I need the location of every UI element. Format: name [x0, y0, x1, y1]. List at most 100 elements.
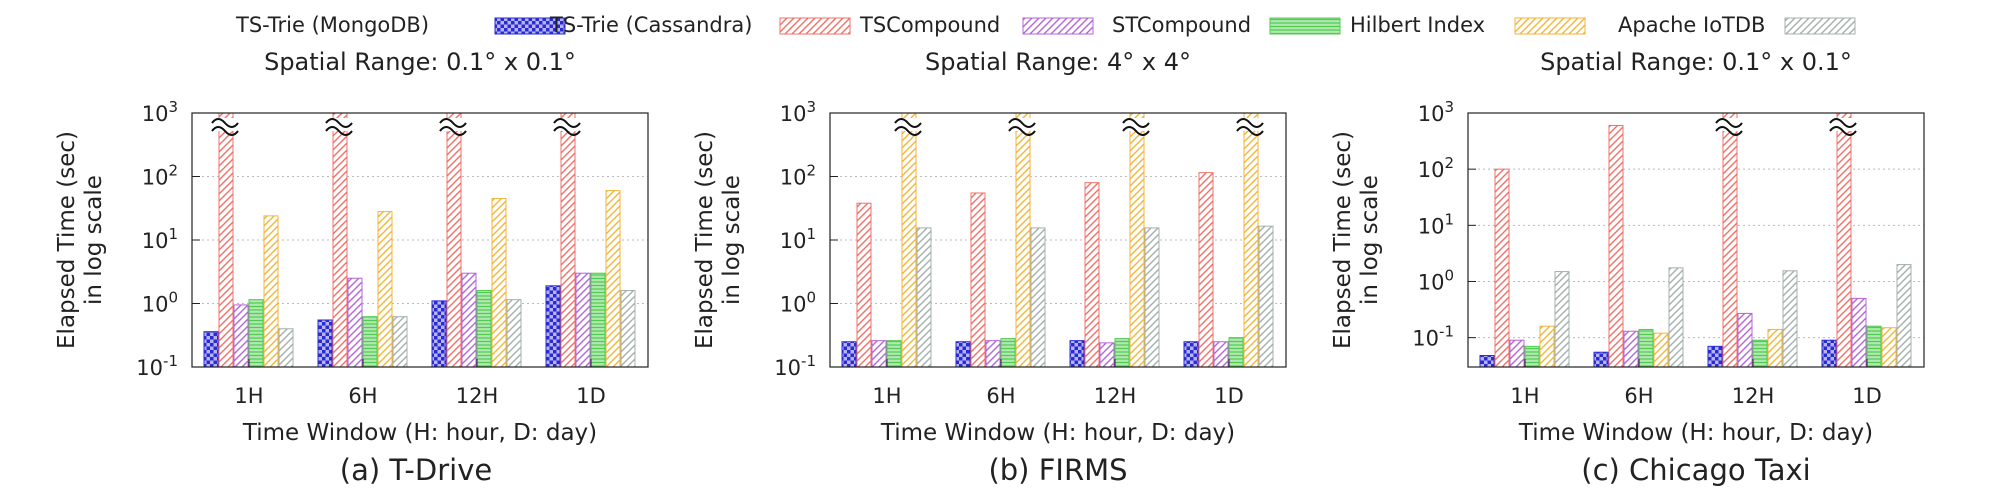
legend-swatch-apache-iotdb: [1784, 17, 1856, 35]
bar-ts-trie-mongodb-6H: [955, 341, 971, 368]
legend-label-stcompound: STCompound: [1112, 13, 1251, 37]
bar-tscompound-1H: [233, 304, 249, 368]
chart-panel-2: Spatial Range: 4° x 4° 10-1 100 101 102 103 1H…: [692, 48, 1287, 487]
bar-apache-iotdb-1H: [278, 328, 294, 368]
bar-tscompound-1D: [1851, 297, 1867, 368]
bar-stcompound-1D: [1228, 337, 1244, 368]
x-tick-label: 12H: [1094, 384, 1137, 408]
y-tick-label: 103: [142, 98, 178, 126]
bar-stcompound-12H: [1114, 338, 1130, 368]
y-tick-label: 10-1: [774, 352, 816, 380]
bar-stcompound-1H: [886, 340, 902, 368]
x-tick-label: 1H: [234, 384, 263, 408]
bar-ts-trie-mongodb-6H: [1593, 351, 1609, 368]
bar-ts-trie-cassandra-1D: [560, 112, 576, 368]
legend-swatch-tscompound: [1022, 17, 1094, 35]
legend-swatch-stcompound: [1269, 17, 1341, 35]
bar-ts-trie-cassandra-6H: [970, 192, 986, 368]
axis-break-mark: [1236, 118, 1264, 128]
y-tick-label: 10-1: [136, 352, 178, 380]
x-tick-label: 6H: [1624, 384, 1653, 408]
axis-break-mark: [439, 118, 467, 128]
axis-break-mark: [1236, 126, 1264, 136]
legend: TS-Trie (MongoDB) TS-Trie (Cassandra) TSCo…: [235, 13, 1856, 37]
bar-hilbert-index-12H: [1767, 328, 1783, 368]
y-tick-label: 100: [780, 289, 816, 317]
y-axis-label: in log scale: [719, 175, 745, 305]
bar-ts-trie-cassandra-6H: [1608, 124, 1624, 368]
bar-apache-iotdb-1H: [1554, 271, 1570, 368]
bar-hilbert-index-1H: [1539, 325, 1555, 368]
y-tick-label: 10-1: [1412, 323, 1454, 351]
bar-ts-trie-cassandra-1D: [1198, 172, 1214, 368]
x-tick-label: 12H: [456, 384, 499, 408]
axis-break-mark: [1829, 126, 1857, 136]
y-axis-label: Elapsed Time (sec): [54, 131, 80, 349]
bar-tscompound-1D: [575, 272, 591, 368]
plot-frame: [1467, 112, 1925, 368]
y-tick-label: 101: [780, 225, 816, 253]
legend-swatch-ts-trie-cassandra: [779, 17, 851, 35]
axis-break-mark: [1715, 118, 1743, 128]
bar-apache-iotdb-12H: [506, 299, 522, 368]
bar-ts-trie-mongodb-1D: [1821, 339, 1837, 368]
bar-stcompound-1H: [248, 299, 264, 368]
bar-ts-trie-cassandra-1H: [218, 112, 234, 368]
chart-subtitle: Spatial Range: 0.1° x 0.1°: [264, 48, 576, 76]
x-tick-label: 6H: [348, 384, 377, 408]
bar-hilbert-index-6H: [377, 211, 393, 368]
bar-apache-iotdb-12H: [1144, 227, 1160, 368]
plot-frame: [191, 112, 649, 368]
x-tick-label: 1H: [1510, 384, 1539, 408]
bar-stcompound-6H: [1638, 328, 1654, 368]
bar-ts-trie-cassandra-1D: [1836, 112, 1852, 368]
bars: [841, 112, 1274, 368]
bar-apache-iotdb-1D: [1896, 264, 1912, 368]
bar-tscompound-1H: [1509, 339, 1525, 368]
x-tick-label: 1H: [872, 384, 901, 408]
y-axis-label: in log scale: [1357, 175, 1383, 305]
x-tick-label: 1D: [1852, 384, 1882, 408]
chart-caption: (c) Chicago Taxi: [1581, 453, 1810, 487]
axis-break-mark: [211, 118, 239, 128]
legend-label-ts-trie-mongodb: TS-Trie (MongoDB): [235, 13, 429, 37]
bar-tscompound-6H: [985, 340, 1001, 368]
bar-tscompound-6H: [347, 277, 363, 368]
y-tick-label: 100: [1418, 266, 1454, 294]
bar-hilbert-index-6H: [1653, 332, 1669, 368]
bar-ts-trie-cassandra-1H: [856, 202, 872, 368]
legend-label-hilbert-index: Hilbert Index: [1350, 13, 1485, 37]
bar-ts-trie-cassandra-6H: [332, 112, 348, 368]
y-tick-label: 100: [142, 289, 178, 317]
bar-stcompound-6H: [1000, 338, 1016, 368]
x-axis-label: Time Window (H: hour, D: day): [1518, 420, 1873, 446]
chart-caption: (a) T-Drive: [340, 453, 492, 487]
axis-break-mark: [1008, 126, 1036, 136]
bar-hilbert-index-6H: [1015, 112, 1031, 368]
bar-apache-iotdb-6H: [1668, 267, 1684, 368]
bar-stcompound-1D: [1866, 325, 1882, 368]
axis-break-mark: [553, 126, 581, 136]
bar-hilbert-index-1H: [901, 112, 917, 368]
bar-apache-iotdb-1H: [916, 227, 932, 368]
plot-frame: [829, 112, 1287, 368]
y-tick-label: 103: [1418, 98, 1454, 126]
axis-break-mark: [553, 118, 581, 128]
bar-stcompound-1H: [1524, 345, 1540, 368]
axis-break-mark: [894, 118, 922, 128]
chart-subtitle: Spatial Range: 0.1° x 0.1°: [1540, 48, 1852, 76]
axis-break-mark: [439, 126, 467, 136]
bar-tscompound-1H: [871, 340, 887, 368]
bar-tscompound-12H: [1737, 312, 1753, 368]
bar-ts-trie-cassandra-12H: [1084, 182, 1100, 368]
bar-ts-trie-cassandra-1H: [1494, 168, 1510, 368]
x-tick-label: 1D: [576, 384, 606, 408]
x-tick-label: 12H: [1732, 384, 1775, 408]
y-axis-label: Elapsed Time (sec): [1330, 131, 1356, 349]
axis-break-mark: [1715, 126, 1743, 136]
chart-caption: (b) FIRMS: [988, 453, 1127, 487]
y-tick-label: 102: [142, 162, 178, 190]
bar-ts-trie-mongodb-1H: [841, 341, 857, 368]
x-tick-label: 1D: [1214, 384, 1244, 408]
